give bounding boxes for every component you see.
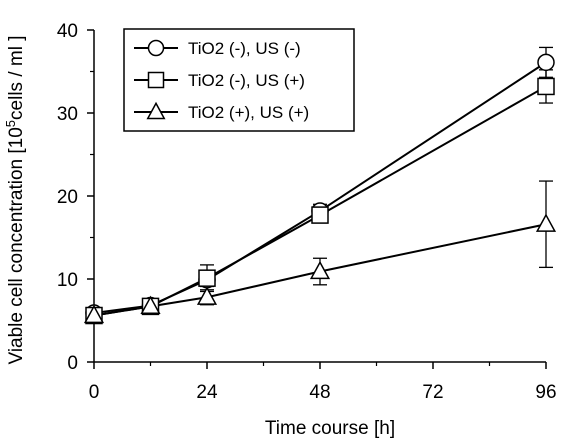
x-tick-label: 24: [196, 382, 218, 403]
y-tick-label: 40: [57, 21, 78, 42]
ticks: [87, 29, 547, 369]
y-axis-label-superscript: 5: [3, 120, 18, 127]
y-axis-label-rest: cells / ml ]: [6, 36, 27, 120]
data-point-square: [537, 77, 555, 96]
data-point-square: [198, 269, 216, 287]
y-axis-label: Viable cell concentration [105cells / ml…: [3, 36, 27, 365]
data-point-triangle: [83, 304, 105, 324]
markers: [83, 53, 557, 325]
tick-labels: 0 10 20 30 40 0 24 48 72 96: [57, 21, 557, 403]
y-tick-label: 0: [67, 353, 78, 374]
y-tick-label: 20: [57, 187, 78, 208]
data-point-square: [311, 206, 329, 224]
y-tick-label: 10: [57, 270, 78, 291]
legend-marker-square: [147, 71, 165, 89]
x-tick-label: 0: [89, 382, 100, 403]
x-axis-label: Time course [h]: [265, 418, 395, 439]
data-point-triangle: [535, 213, 557, 232]
data-point-triangle: [309, 260, 331, 280]
x-tick-label: 96: [535, 382, 556, 403]
legend-marker-circle: [147, 39, 165, 57]
legend-marker-triangle: [146, 101, 166, 120]
legend-label: TiO2 (+), US (+): [188, 103, 309, 122]
data-point-triangle: [140, 295, 161, 315]
legend: TiO2 (-), US (-) TiO2 (-), US (+) TiO2 (+)…: [123, 28, 355, 132]
x-tick-label: 72: [422, 382, 443, 403]
y-axis-label-main: Viable cell concentration [10: [6, 127, 27, 364]
x-tick-label: 48: [309, 382, 330, 403]
y-tick-label: 30: [57, 104, 78, 125]
data-point-circle: [537, 53, 555, 72]
data-point-triangle: [196, 286, 218, 305]
legend-label: TiO2 (-), US (+): [188, 71, 305, 90]
legend-label: TiO2 (-), US (-): [188, 39, 301, 58]
